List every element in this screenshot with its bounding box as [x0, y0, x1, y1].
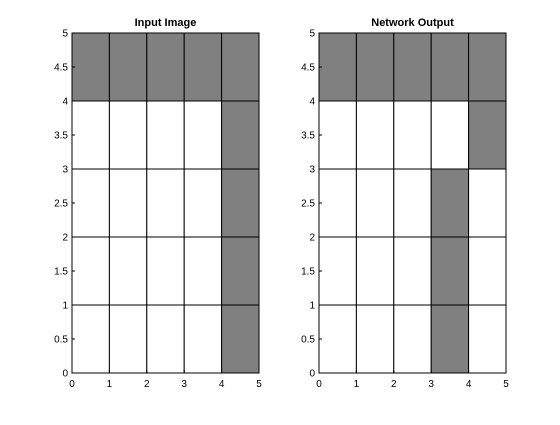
cell-filled: [355, 32, 395, 102]
cell-empty: [430, 100, 470, 170]
cell-filled: [221, 236, 260, 306]
cell-empty: [146, 168, 185, 238]
y-tick-label: 3: [309, 165, 315, 176]
x-tick-label: 2: [144, 379, 150, 390]
cell-empty: [146, 236, 185, 306]
x-tick-label: 1: [107, 379, 113, 390]
cell-empty: [108, 168, 148, 238]
cell-filled: [430, 304, 470, 374]
x-tick-label: 5: [256, 379, 262, 390]
cell-empty: [108, 236, 148, 306]
y-tick-label: 2.5: [301, 199, 315, 210]
y-tick-label: 5: [309, 29, 315, 40]
chart-panel-2: 0 0.5 1 1.5 2 2.5 3 3.5 4 4.5 5 0 1 2 3 4 5 Network Outpu…: [301, 17, 509, 390]
cell-empty: [393, 168, 432, 238]
cell-filled: [221, 168, 260, 238]
cell-empty: [318, 168, 357, 238]
y-tick-label: 1: [309, 301, 315, 312]
cell-empty: [355, 168, 395, 238]
x-tick-label: 1: [354, 379, 360, 390]
cell-empty: [393, 100, 432, 170]
x-tick-label: 0: [316, 379, 322, 390]
cell-empty: [318, 100, 357, 170]
chart-panel-1: 0 0.5 1 1.5 2 2.5 3 3.5 4 4.5 5 0 1 2 3 4 5 Input Image: [54, 17, 262, 390]
cell-empty: [318, 304, 357, 374]
cell-empty: [71, 304, 110, 374]
cell-empty: [355, 304, 395, 374]
x-tick-label: 0: [69, 379, 75, 390]
cell-empty: [355, 100, 395, 170]
y-tick-label: 3: [62, 165, 68, 176]
cell-filled: [468, 32, 507, 102]
cell-filled: [430, 236, 470, 306]
x-tick-label: 2: [391, 379, 397, 390]
y-tick-label: 1.5: [301, 267, 315, 278]
cell-filled: [393, 32, 432, 102]
cell-empty: [468, 236, 507, 306]
cell-filled: [221, 32, 260, 102]
cell-empty: [71, 100, 110, 170]
y-tick-label: 3.5: [54, 131, 68, 142]
cell-filled: [108, 32, 148, 102]
y-tick-label: 1: [62, 301, 68, 312]
y-tick-label: 4.5: [54, 63, 68, 74]
cell-filled: [468, 100, 507, 170]
cell-empty: [146, 304, 185, 374]
cell-empty: [71, 236, 110, 306]
cell-empty: [355, 236, 395, 306]
y-tick-label: 3.5: [301, 131, 315, 142]
chart-title: Input Image: [135, 17, 197, 29]
cell-empty: [183, 304, 223, 374]
cell-filled: [221, 304, 260, 374]
y-tick-label: 4.5: [301, 63, 315, 74]
cell-empty: [183, 100, 223, 170]
y-tick-label: 2: [62, 233, 68, 244]
chart-title: Network Output: [371, 17, 454, 29]
cell-empty: [468, 304, 507, 374]
cell-empty: [183, 236, 223, 306]
cell-empty: [146, 100, 185, 170]
cell-empty: [71, 168, 110, 238]
x-tick-label: 3: [428, 379, 434, 390]
cell-filled: [318, 32, 357, 102]
x-tick-label: 4: [219, 379, 225, 390]
cell-empty: [393, 304, 432, 374]
cell-empty: [183, 168, 223, 238]
cell-filled: [146, 32, 185, 102]
y-tick-label: 0.5: [301, 335, 315, 346]
cell-empty: [318, 236, 357, 306]
x-tick-label: 5: [503, 379, 509, 390]
x-tick-label: 4: [466, 379, 472, 390]
cell-filled: [71, 32, 110, 102]
cell-empty: [468, 168, 507, 238]
cell-empty: [393, 236, 432, 306]
y-tick-label: 2: [309, 233, 315, 244]
y-tick-label: 2.5: [54, 199, 68, 210]
cell-filled: [430, 168, 470, 238]
y-tick-label: 0: [309, 369, 315, 380]
cell-filled: [183, 32, 223, 102]
cell-empty: [108, 100, 148, 170]
y-tick-label: 0.5: [54, 335, 68, 346]
y-tick-label: 0: [62, 369, 68, 380]
y-tick-label: 4: [309, 97, 315, 108]
cell-filled: [221, 100, 260, 170]
cell-filled: [430, 32, 470, 102]
cell-empty: [108, 304, 148, 374]
y-tick-label: 5: [62, 29, 68, 40]
y-tick-label: 4: [62, 97, 68, 108]
x-tick-label: 3: [181, 379, 187, 390]
y-tick-label: 1.5: [54, 267, 68, 278]
